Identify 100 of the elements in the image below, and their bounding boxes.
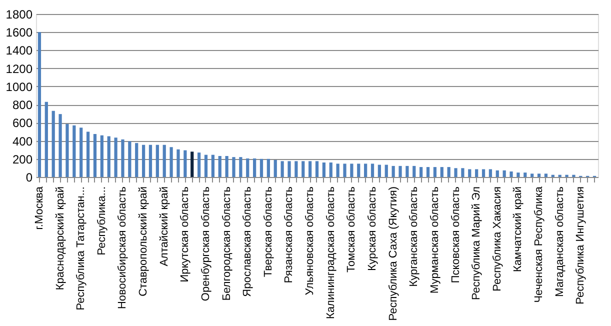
bar: [288, 161, 291, 177]
bar: [544, 174, 548, 177]
x-tick-label: Мурманская область: [428, 186, 441, 294]
bar: [86, 132, 90, 177]
bar: [370, 164, 374, 177]
x-tick-label: Республика Саха (Якутия): [387, 186, 400, 321]
bar: [274, 160, 277, 177]
bar: [357, 164, 360, 177]
x-tick-label: Республика...: [96, 186, 108, 256]
bar: [162, 144, 166, 177]
bar: [384, 164, 388, 177]
bar: [80, 128, 83, 177]
bar: [496, 170, 499, 177]
bar: [461, 168, 464, 177]
bar: [447, 167, 450, 177]
bar: [294, 161, 298, 177]
x-tick-label: Камчатский край: [512, 186, 524, 272]
bar: [218, 156, 222, 177]
bar: [52, 110, 55, 177]
bar: [114, 138, 118, 177]
x-tick-label: Республика Хакасия: [491, 186, 504, 292]
bar: [315, 161, 319, 177]
bar: [239, 157, 242, 177]
bar: [426, 167, 430, 177]
bar: [406, 166, 409, 177]
x-tick-label: Республика Ингушетия: [574, 186, 587, 304]
bar: [246, 158, 250, 177]
bar: [524, 172, 527, 177]
bar: [322, 162, 326, 177]
bar: [170, 147, 173, 177]
x-tick-label: Псковская область: [450, 186, 462, 284]
y-tick-label: 600: [12, 116, 33, 130]
y-tick-label: 1600: [6, 26, 33, 40]
x-tick-label: Ставропольский край: [138, 186, 150, 296]
x-tick-label: г.Москва: [33, 186, 46, 230]
x-tick-label: Белгородская область: [220, 186, 233, 301]
bar: [148, 144, 152, 177]
bar: [398, 166, 402, 177]
bar: [454, 168, 458, 177]
y-tick-label: 1200: [6, 62, 33, 76]
bar: [121, 139, 124, 177]
bar: [266, 158, 270, 177]
bar: [204, 154, 208, 177]
bar: [252, 158, 256, 177]
bar: [510, 171, 513, 177]
bar: [260, 158, 264, 177]
x-tick-label: Томская область: [346, 186, 358, 272]
bar: [302, 161, 305, 177]
bar: [350, 164, 354, 177]
bar: [420, 167, 423, 177]
x-tick-label: Тверская область: [262, 186, 274, 278]
x-tick-label: Новосибирская область: [116, 186, 129, 310]
bar: [329, 162, 332, 177]
bar: [184, 150, 187, 177]
x-tick-label: Республика Марий Эл: [470, 186, 483, 300]
bar: [280, 161, 284, 177]
x-tick-label: Республика Татарстан...: [75, 186, 88, 310]
bar: [530, 174, 534, 177]
x-tick-label: Курская область: [366, 186, 379, 271]
bar: [72, 125, 76, 177]
x-tick-label: Ярославская область: [242, 186, 254, 297]
bar: [488, 169, 492, 177]
bar: [440, 167, 444, 177]
y-tick-label: 200: [12, 152, 33, 166]
x-tick-label: Рязанская область: [283, 186, 296, 284]
bar: [475, 169, 478, 177]
bar: [190, 152, 194, 177]
y-tick-label: 1800: [6, 8, 33, 22]
bar: [211, 154, 214, 177]
y-tick-label: 1000: [6, 80, 33, 94]
bar: [468, 169, 472, 177]
bar: [44, 102, 48, 177]
x-tick-label: Краснодарский край: [54, 186, 66, 290]
bar: [197, 152, 201, 177]
bar: [343, 164, 346, 177]
bar: [58, 114, 62, 177]
bar: [392, 166, 395, 177]
bar: [516, 172, 520, 177]
x-tick-label: Магаданская область: [554, 186, 566, 297]
bar: [433, 167, 437, 177]
bar: [93, 134, 97, 177]
bar: [100, 135, 104, 177]
y-tick-label: 0: [26, 170, 33, 184]
bar: [225, 156, 228, 177]
x-tick-label: Ульяновская область: [304, 186, 316, 296]
x-tick-label: Чеченская Республика: [533, 186, 546, 303]
x-tick-label: Курганская область: [408, 186, 420, 287]
bar: [412, 166, 416, 177]
bar: [156, 144, 159, 177]
bar: [135, 143, 138, 177]
x-tick-label: Иркутская область: [179, 186, 192, 282]
bar: [336, 164, 340, 177]
x-tick-label: Алтайский край: [158, 186, 170, 266]
bar: [364, 164, 368, 177]
bar: [66, 124, 69, 177]
y-tick-label: 400: [12, 134, 33, 148]
bar: [232, 157, 236, 177]
bar: [176, 149, 180, 177]
bar: [142, 144, 146, 177]
y-tick-label: 1400: [6, 44, 33, 58]
